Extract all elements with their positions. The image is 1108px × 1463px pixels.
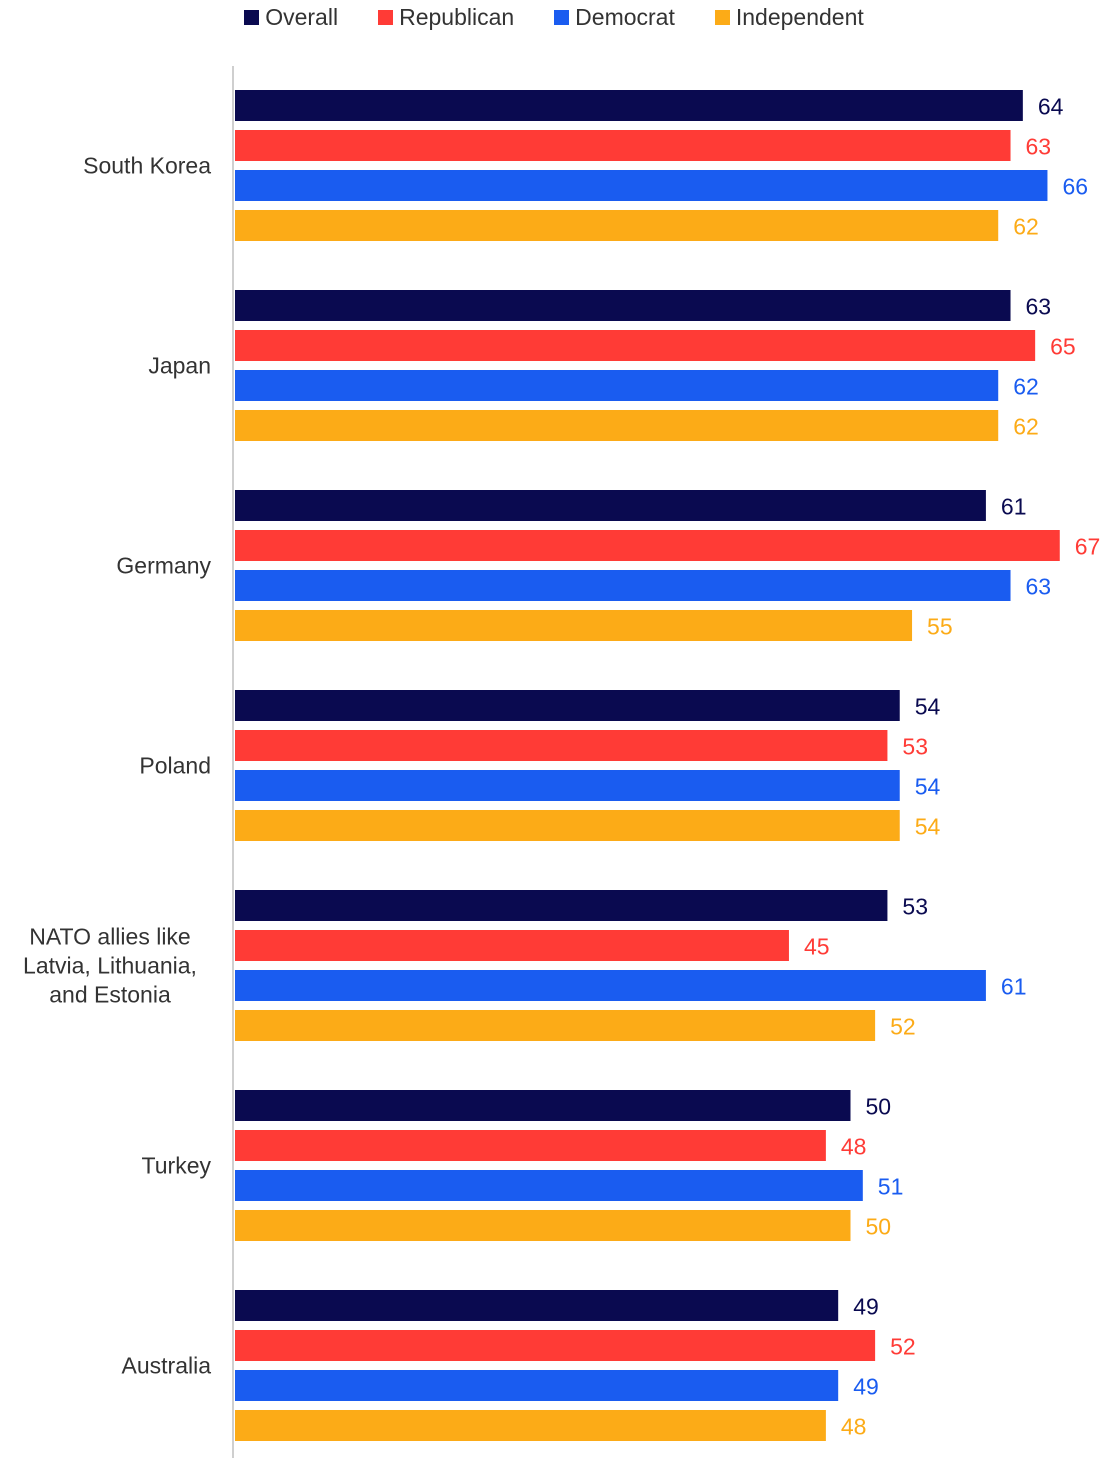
bar-republican: [235, 530, 1060, 561]
legend-label-democrat: Democrat: [575, 4, 675, 30]
legend-label-overall: Overall: [265, 4, 339, 30]
data-label-overall: 54: [915, 694, 941, 720]
data-label-republican: 65: [1050, 334, 1076, 360]
legend-label-independent: Independent: [735, 4, 864, 30]
bar-independent: [235, 610, 913, 641]
category-label: Poland: [139, 753, 211, 779]
data-label-democrat: 51: [878, 1174, 904, 1200]
bar-independent: [235, 1410, 826, 1441]
bar-independent: [235, 410, 999, 441]
bar-democrat: [235, 1370, 839, 1401]
bar-republican: [235, 1330, 876, 1361]
data-label-republican: 45: [804, 934, 830, 960]
legend: Overall Republican Democrat Independent: [0, 4, 1108, 31]
data-label-independent: 55: [927, 614, 953, 640]
bar-democrat: [235, 170, 1048, 201]
data-label-overall: 49: [853, 1294, 879, 1320]
category-label: NATO allies like: [29, 924, 190, 950]
bar-independent: [235, 1210, 851, 1241]
legend-item-independent: Independent: [714, 4, 864, 31]
bar-democrat: [235, 770, 900, 801]
bar-overall: [235, 490, 986, 521]
bar-overall: [235, 90, 1023, 121]
bar-independent: [235, 1010, 876, 1041]
bar-overall: [235, 1090, 851, 1121]
data-label-overall: 63: [1026, 294, 1052, 320]
legend-swatch-independent: [714, 10, 730, 25]
data-label-republican: 52: [890, 1334, 916, 1360]
category-label: and Estonia: [49, 982, 171, 1008]
legend-label-republican: Republican: [399, 4, 515, 30]
data-label-republican: 67: [1075, 534, 1101, 560]
data-label-democrat: 54: [915, 774, 941, 800]
data-label-democrat: 49: [853, 1374, 879, 1400]
bar-democrat: [235, 370, 999, 401]
bar-overall: [235, 890, 888, 921]
data-label-overall: 50: [866, 1094, 892, 1120]
bar-overall: [235, 1290, 839, 1321]
bar-republican: [235, 1130, 826, 1161]
bar-democrat: [235, 570, 1011, 601]
data-label-republican: 48: [841, 1134, 867, 1160]
bar-democrat: [235, 970, 986, 1001]
legend-item-democrat: Democrat: [554, 4, 675, 31]
data-label-democrat: 61: [1001, 974, 1027, 1000]
legend-item-republican: Republican: [378, 4, 514, 31]
data-label-independent: 54: [915, 814, 941, 840]
category-label: Germany: [116, 553, 211, 579]
bar-republican: [235, 330, 1036, 361]
category-label: Turkey: [142, 1153, 212, 1179]
legend-item-overall: Overall: [244, 4, 338, 31]
category-label: Latvia, Lithuania,: [23, 953, 197, 979]
category-label: Japan: [148, 353, 211, 379]
bar-overall: [235, 690, 900, 721]
bar-overall: [235, 290, 1011, 321]
data-label-democrat: 66: [1062, 174, 1088, 200]
bar-republican: [235, 130, 1011, 161]
category-label: South Korea: [83, 153, 211, 179]
legend-swatch-overall: [244, 10, 260, 25]
legend-swatch-republican: [378, 10, 394, 25]
bar-independent: [235, 810, 900, 841]
data-label-republican: 63: [1026, 134, 1052, 160]
data-label-independent: 50: [866, 1214, 892, 1240]
bar-republican: [235, 730, 888, 761]
category-label: Australia: [122, 1353, 212, 1379]
legend-swatch-democrat: [554, 10, 570, 25]
bar-independent: [235, 210, 999, 241]
data-label-independent: 52: [890, 1014, 916, 1040]
data-label-democrat: 62: [1013, 374, 1039, 400]
data-label-overall: 53: [902, 894, 928, 920]
bar-democrat: [235, 1170, 863, 1201]
data-label-republican: 53: [902, 734, 928, 760]
data-label-democrat: 63: [1026, 574, 1052, 600]
data-label-overall: 64: [1038, 94, 1064, 120]
bar-republican: [235, 930, 789, 961]
data-label-independent: 48: [841, 1414, 867, 1440]
data-label-independent: 62: [1013, 214, 1039, 240]
data-label-independent: 62: [1013, 414, 1039, 440]
data-label-overall: 61: [1001, 494, 1027, 520]
